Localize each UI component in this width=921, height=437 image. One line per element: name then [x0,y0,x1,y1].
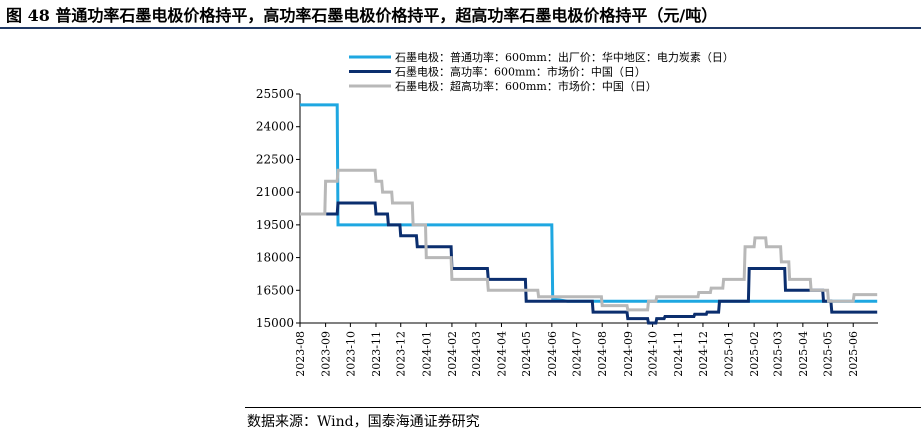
x-tick-label: 2024-08 [596,331,609,377]
title-rule [0,27,921,29]
y-tick-label: 19500 [256,218,294,232]
x-tick-label: 2025-05 [822,331,835,377]
x-tick-label: 2023-09 [320,331,333,377]
legend-label-2: 石墨电极：高功率：600mm：市场价：中国（日） [395,65,646,79]
series-line-2 [300,201,878,325]
y-tick-label: 25500 [256,87,294,101]
x-tick-label: 2024-04 [495,331,508,377]
y-tick-label: 18000 [256,251,294,265]
x-tick-label: 2023-10 [344,331,357,377]
x-tick-label: 2024-07 [571,331,584,377]
x-tick-label: 2024-03 [470,331,483,377]
y-tick-label: 16500 [256,283,294,297]
source-note: 数据来源：Wind，国泰海通证券研究 [247,414,480,430]
x-tick-label: 2024-01 [420,331,433,377]
source-rule [245,407,921,408]
legend: 石墨电极：普通功率：600mm：出厂价：华中地区：电力炭素（日）石墨电极：高功率… [349,50,734,93]
x-tick-label: 2025-04 [797,331,810,377]
x-tick-label: 2024-02 [446,331,459,377]
x-tick-label: 2025-02 [748,331,761,377]
x-tick-label: 2024-12 [697,331,710,377]
y-tick-label: 15000 [256,316,294,330]
x-tick-label: 2024-10 [647,331,660,377]
x-tick-label: 2024-06 [546,331,559,377]
series-layer [300,103,878,325]
axes: 15000 16500 18000 19500 21000 22500 24000 25500… [256,87,878,377]
series-line-3 [300,168,878,312]
y-tick-label: 21000 [256,185,294,199]
y-tick-label: 24000 [256,120,294,134]
legend-label-1: 石墨电极：普通功率：600mm：出厂价：华中地区：电力炭素（日） [395,50,734,64]
x-tick-label: 2024-11 [672,331,685,377]
x-tick-label: 2023-12 [395,331,408,377]
y-tick-label: 22500 [256,152,294,166]
x-tick-label: 2023-08 [294,331,307,377]
x-tick-label: 2025-01 [723,331,736,377]
figure-title: 图 48 普通功率石墨电极价格持平，高功率石墨电极价格持平，超高功率石墨电极价格… [6,6,718,25]
x-tick-label: 2024-05 [520,331,533,377]
x-tick-label: 2024-09 [622,331,635,377]
x-tick-label: 2023-11 [370,331,383,377]
legend-label-3: 石墨电极：超高功率：600mm：市场价：中国（日） [395,79,657,93]
x-tick-label: 2025-03 [771,331,784,377]
x-tick-label: 2025-06 [847,331,860,377]
